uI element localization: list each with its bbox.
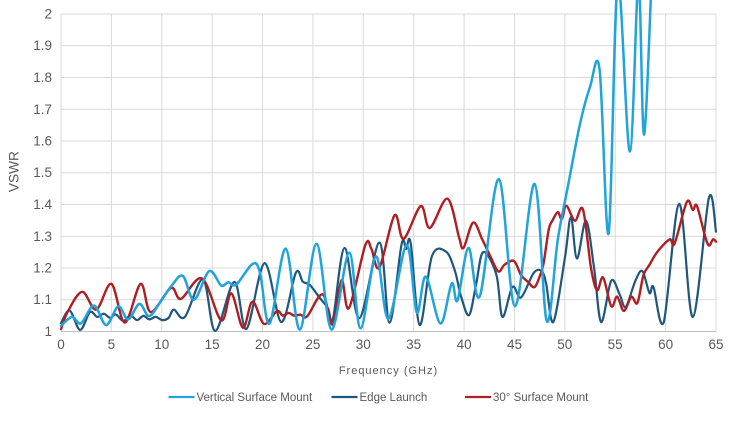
- svg-text:1.9: 1.9: [33, 38, 52, 53]
- svg-text:30° Surface Mount: 30° Surface Mount: [493, 392, 589, 404]
- svg-text:45: 45: [507, 337, 522, 352]
- svg-text:1.7: 1.7: [33, 102, 52, 117]
- svg-text:1.8: 1.8: [33, 70, 52, 85]
- svg-text:2: 2: [44, 7, 52, 22]
- svg-text:1.4: 1.4: [33, 197, 52, 212]
- svg-text:1: 1: [44, 324, 52, 339]
- svg-text:Frequency (GHz): Frequency (GHz): [339, 365, 438, 377]
- svg-text:VSWR: VSWR: [7, 151, 22, 192]
- svg-text:40: 40: [457, 337, 472, 352]
- svg-text:25: 25: [305, 337, 320, 352]
- svg-text:55: 55: [608, 337, 623, 352]
- svg-text:0: 0: [57, 337, 65, 352]
- svg-text:60: 60: [658, 337, 673, 352]
- svg-text:20: 20: [255, 337, 270, 352]
- svg-text:5: 5: [108, 337, 116, 352]
- svg-text:10: 10: [154, 337, 169, 352]
- svg-text:Vertical Surface Mount: Vertical Surface Mount: [197, 392, 314, 404]
- svg-text:35: 35: [406, 337, 421, 352]
- svg-text:Edge Launch: Edge Launch: [360, 392, 428, 404]
- svg-text:1.1: 1.1: [33, 292, 52, 307]
- svg-text:1.5: 1.5: [33, 165, 52, 180]
- svg-text:65: 65: [708, 337, 723, 352]
- svg-text:1.3: 1.3: [33, 229, 52, 244]
- svg-text:30: 30: [356, 337, 371, 352]
- svg-text:50: 50: [557, 337, 572, 352]
- svg-text:15: 15: [205, 337, 220, 352]
- svg-text:1.2: 1.2: [33, 261, 52, 276]
- svg-text:1.6: 1.6: [33, 134, 52, 149]
